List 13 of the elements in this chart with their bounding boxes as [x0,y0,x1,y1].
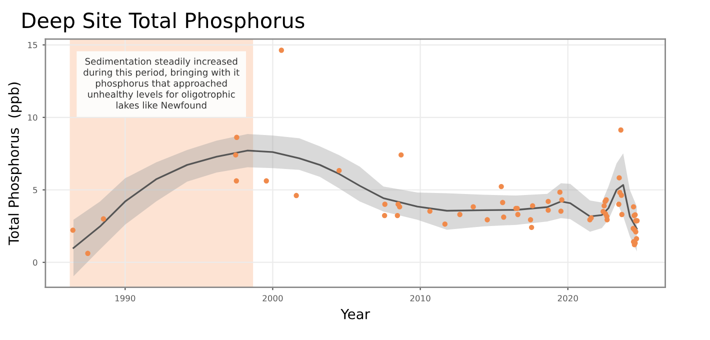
y-axis-title: Total Phosphorus (ppb) [8,82,22,246]
x-axis-title: Year [340,308,370,320]
x-tick-label: 1990 [115,295,136,302]
y-tick-label: 15 [28,42,38,48]
y-tick-label: 5 [33,186,38,194]
annotation: Sedimentation steadily increased during this period, bringing with it phosphorus that approached unhealthy levels for oligotrophic lakes like Newfound [84,58,240,109]
y-tick-label: 0 [33,259,38,266]
line-series [72,150,638,249]
x-tick-label: 2010 [410,295,430,302]
chart-title: Deep Site Total Phosphorus [22,12,304,32]
x-tick-label: 2000 [262,295,283,302]
y-tick-label: 10 [28,114,38,121]
x-tick-label: 2020 [558,295,578,302]
